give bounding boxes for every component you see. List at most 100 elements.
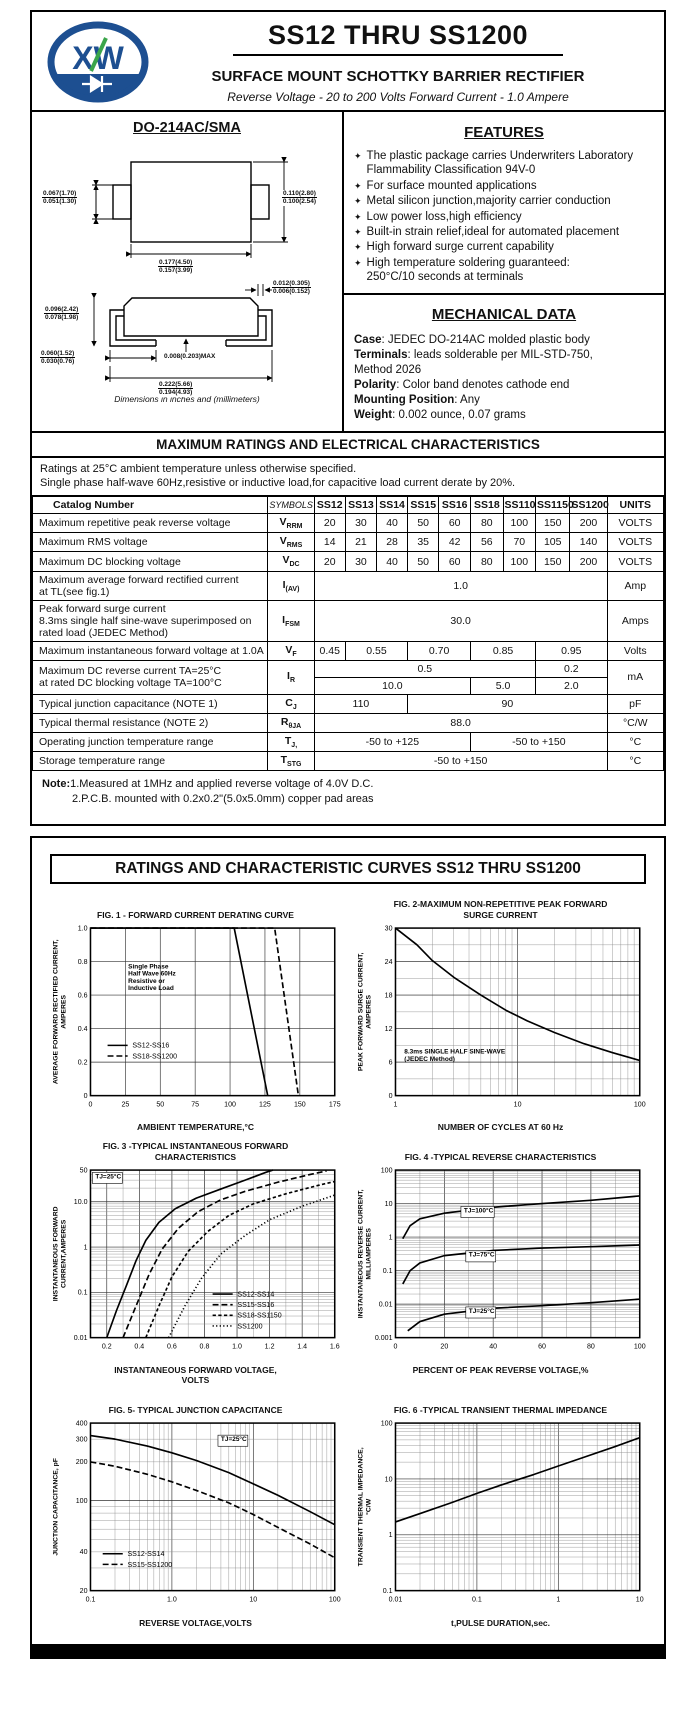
parameter-label: Maximum repetitive peak reverse voltage [31, 513, 269, 534]
symbol-cell: VRMS [267, 532, 315, 553]
svg-text:0.1: 0.1 [78, 1290, 88, 1297]
column-header: SS110 [502, 496, 537, 515]
svg-text:1: 1 [389, 1532, 393, 1539]
value-cell: 80 [470, 513, 504, 534]
svg-text:0.01: 0.01 [74, 1335, 88, 1342]
parameter-label: Storage temperature range [31, 750, 269, 772]
value-cell: 21 [344, 532, 377, 553]
svg-text:0.8: 0.8 [78, 959, 88, 966]
ratings-conditions: Ratings at 25°C ambient temperature unle… [32, 458, 664, 497]
header: XW SS12 THRU SS1200 SURFACE MOUNT SCHOTT… [32, 12, 664, 110]
page-tagline: Reverse Voltage - 20 to 200 Volts Forwar… [227, 90, 569, 104]
column-header: SS1150 [535, 496, 574, 515]
dimension-label: 0.177(4.50) 0.157(3.99) [158, 259, 194, 275]
figure-xlabel: PERCENT OF PEAK REVERSE VOLTAGE,% [412, 1364, 589, 1375]
svg-text:50: 50 [156, 1101, 164, 1108]
mechanical-item: Terminals: leads solderable per MIL-STD-… [354, 348, 593, 376]
dimension-label: 0.096(2.42) 0.078(1.98) [44, 306, 80, 322]
svg-text:1.2: 1.2 [265, 1344, 275, 1351]
svg-text:0.2: 0.2 [78, 1059, 88, 1066]
symbol-cell: TSTG [267, 750, 315, 772]
value-cell: 60 [438, 551, 472, 572]
feature-text: The plastic package carries Underwriters… [366, 150, 634, 177]
svg-text:100: 100 [381, 1420, 393, 1427]
value-cell: 30 [344, 513, 377, 534]
svg-text:PEAK FORWARD SURGE CURRENT,: PEAK FORWARD SURGE CURRENT, [357, 952, 364, 1071]
svg-text:1: 1 [556, 1596, 560, 1603]
unit-cell: Amps [606, 599, 665, 642]
unit-cell: °C/W [606, 712, 665, 733]
table-row: Operating junction temperature range TJ, -… [31, 731, 665, 752]
parameter-label: Typical thermal resistance (NOTE 2) [31, 712, 269, 733]
feature-text: Low power loss,high efficiency [366, 210, 522, 223]
value-cell: 40 [375, 513, 409, 534]
value-cell: -50 to +150 [470, 731, 608, 752]
value-cell: 0.85 [470, 640, 537, 661]
svg-text:TJ=25°C: TJ=25°C [469, 1307, 495, 1315]
svg-text:0.001: 0.001 [375, 1335, 393, 1342]
bullet-icon: ✦ [354, 242, 362, 253]
feature-item: ✦ High temperature soldering guaranteed: … [354, 256, 654, 285]
svg-text:TJ=75°C: TJ=75°C [469, 1251, 495, 1259]
svg-text:125: 125 [259, 1101, 271, 1108]
value-cell: 90 [407, 693, 608, 714]
value-cell: 0.55 [344, 640, 409, 661]
feature-item: ✦ For surface mounted applications [354, 179, 654, 193]
svg-text:400: 400 [76, 1420, 88, 1427]
svg-text:200: 200 [76, 1459, 88, 1466]
svg-text:1: 1 [84, 1245, 88, 1252]
page-2: RATINGS AND CHARACTERISTIC CURVES SS12 T… [30, 835, 666, 1659]
package-drawing-area: 0.067(1.70) 0.051(1.30) 0.110(2.80) 0.100(2… [36, 140, 338, 397]
svg-text:0.8: 0.8 [200, 1344, 210, 1351]
value-cell: 140 [569, 532, 608, 553]
value-cell: 0.95 [535, 640, 608, 661]
condition-line: Ratings at 25°C ambient temperature unle… [40, 462, 357, 475]
svg-text:100: 100 [381, 1168, 393, 1175]
column-header: SS13 [344, 496, 377, 515]
feature-item: ✦ High forward surge current capability [354, 240, 654, 254]
figure-fig1: FIG. 1 - FORWARD CURRENT DERATING CURVE S… [48, 898, 343, 1133]
unit-cell: VOLTS [606, 532, 665, 553]
figure-plot: TJ=25°C SS12-SS14 SS15-SS1200 0.1 1.0 10 100 20… [52, 1420, 340, 1603]
value-cell: 0.70 [407, 640, 472, 661]
table-row: Maximum instantaneous forward voltage at… [31, 640, 665, 661]
table-row: Storage temperature range TSTG -50 to +150… [31, 750, 665, 772]
symbol-cell: VRRM [267, 513, 315, 534]
bullet-icon: ✦ [354, 196, 362, 207]
parameter-label: Peak forward surge current 8.3ms single … [31, 599, 269, 642]
svg-text:°C/W: °C/W [365, 1498, 373, 1515]
svg-text:SS15-SS1200: SS15-SS1200 [127, 1562, 172, 1569]
figure-fig5: FIG. 5- TYPICAL JUNCTION CAPACITANCE TJ=2… [48, 1393, 343, 1628]
value-cell: 0.2 [535, 659, 608, 678]
feature-text: High temperature soldering guaranteed: 2… [366, 256, 570, 284]
svg-text:0.01: 0.01 [379, 1302, 393, 1309]
package-drawing [91, 157, 288, 382]
figure-plot: 8.3ms SINGLE HALF SINE-WAVE(JEDEC Method… [357, 925, 645, 1108]
feature-item: ✦ Low power loss,high efficiency [354, 210, 654, 224]
svg-text:10: 10 [514, 1101, 522, 1108]
unit-cell: °C [606, 750, 665, 772]
svg-text:24: 24 [385, 959, 393, 966]
svg-text:SS12-SS14: SS12-SS14 [127, 1551, 164, 1558]
svg-text:50: 50 [80, 1168, 88, 1175]
value-cell: 20 [313, 551, 346, 572]
value-cell: 5.0 [470, 676, 537, 695]
value-cell: 70 [502, 532, 537, 553]
table-row: Maximum average forward rectified curren… [31, 570, 665, 601]
bullet-icon: ✦ [354, 226, 362, 237]
figure-fig3: FIG. 3 -TYPICAL INSTANTANEOUS FORWARD CH… [48, 1140, 343, 1385]
bullet-icon: ✦ [354, 211, 362, 222]
figure-plot: TJ=25°C SS12-SS14 SS15-SS16 SS18-SS1150 SS12… [52, 1168, 339, 1351]
value-cell: 10.0 [313, 676, 472, 695]
svg-text:40: 40 [80, 1549, 88, 1556]
column-header: SS14 [375, 496, 409, 515]
dimension-label: 0.012(0.305) 0.006(0.152) [272, 280, 311, 296]
bullet-icon: ✦ [354, 257, 362, 268]
header-text: SS12 THRU SS1200 SURFACE MOUNT SCHOTTKY … [150, 20, 654, 104]
svg-text:100: 100 [634, 1344, 646, 1351]
value-cell: 0.45 [313, 640, 346, 661]
svg-text:300: 300 [76, 1437, 88, 1444]
figure-fig2: FIG. 2-MAXIMUM NON-REPETITIVE PEAK FORWA… [353, 898, 648, 1133]
